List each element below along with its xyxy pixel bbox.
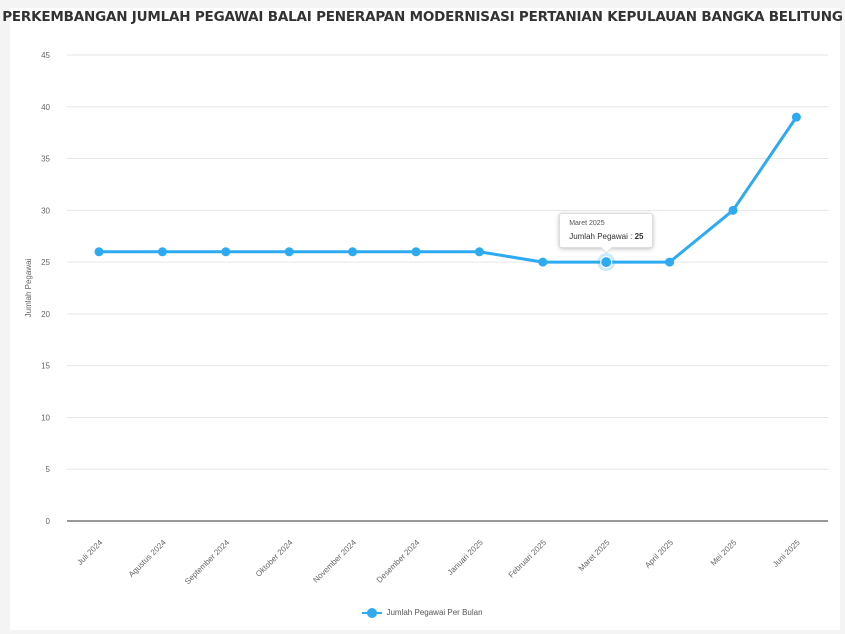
x-tick-label: November 2024 bbox=[311, 538, 358, 585]
x-tick-label: Juni 2025 bbox=[771, 538, 802, 569]
y-tick-label: 5 bbox=[46, 465, 51, 474]
legend-label: Jumlah Pegawai Per Bulan bbox=[386, 608, 483, 618]
chart-title: PERKEMBANGAN JUMLAH PEGAWAI BALAI PENERA… bbox=[2, 9, 843, 25]
tooltip-month: Maret 2025 bbox=[569, 220, 605, 228]
y-tick-label: 0 bbox=[46, 517, 51, 526]
y-tick-label: 30 bbox=[41, 206, 50, 215]
data-point[interactable] bbox=[791, 112, 801, 122]
data-point[interactable] bbox=[728, 205, 738, 215]
chart-legend[interactable]: Jumlah Pegawai Per Bulan bbox=[0, 608, 845, 618]
y-tick-label: 35 bbox=[41, 155, 50, 164]
tooltip-value: 25 bbox=[634, 232, 644, 242]
x-tick-label: Januari 2025 bbox=[446, 538, 485, 577]
y-axis-title: Jumlah Pegawai bbox=[24, 258, 33, 317]
x-tick-label: Maret 2025 bbox=[577, 538, 612, 573]
x-tick-label: April 2025 bbox=[643, 538, 675, 570]
data-point[interactable] bbox=[538, 257, 548, 267]
chart-card bbox=[10, 8, 840, 630]
y-tick-label: 25 bbox=[41, 258, 50, 267]
y-tick-label: 10 bbox=[41, 413, 50, 422]
data-point[interactable] bbox=[157, 247, 167, 257]
x-tick-label: Juli 2024 bbox=[75, 538, 104, 567]
data-point[interactable] bbox=[600, 256, 613, 269]
x-tick-label: Desember 2024 bbox=[375, 538, 422, 585]
y-tick-label: 40 bbox=[41, 103, 50, 112]
series-line bbox=[97, 115, 798, 264]
y-tick-label: 45 bbox=[41, 51, 50, 60]
y-tick-label: 20 bbox=[41, 310, 50, 319]
x-tick-label: Mei 2025 bbox=[709, 538, 739, 568]
data-tooltip: Maret 2025 Jumlah Pegawai : 25 bbox=[559, 213, 654, 254]
data-point[interactable] bbox=[348, 247, 358, 257]
x-tick-label: September 2024 bbox=[183, 538, 232, 587]
data-point[interactable] bbox=[94, 247, 104, 257]
data-point[interactable] bbox=[665, 257, 675, 267]
x-tick-label: Agustus 2024 bbox=[127, 538, 168, 579]
data-point[interactable] bbox=[284, 247, 294, 257]
data-point[interactable] bbox=[474, 247, 484, 257]
legend-marker-icon bbox=[362, 608, 383, 618]
x-tick-label: Oktober 2024 bbox=[254, 538, 295, 579]
x-tick-label: Februari 2025 bbox=[507, 538, 549, 580]
data-point[interactable] bbox=[221, 247, 231, 257]
tooltip-label: Jumlah Pegawai bbox=[569, 232, 628, 242]
y-tick-label: 15 bbox=[41, 362, 50, 371]
data-point[interactable] bbox=[411, 247, 421, 257]
